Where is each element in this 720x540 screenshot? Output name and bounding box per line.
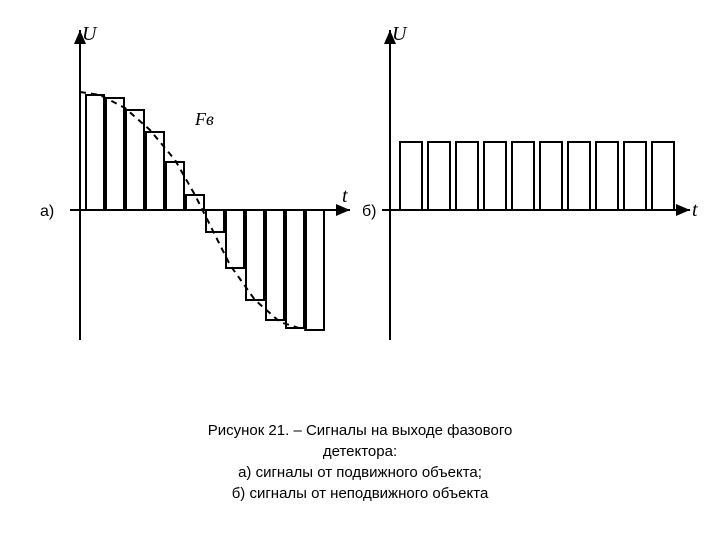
svg-text:Fв: Fв — [194, 109, 214, 129]
caption-line2: детектора: — [323, 443, 397, 460]
svg-text:U: U — [392, 23, 408, 45]
caption-line4: б) сигналы от неподвижного объекта — [232, 485, 489, 502]
svg-text:t: t — [692, 199, 698, 221]
svg-text:t: t — [342, 185, 348, 207]
phase-detector-diagram: Ut а) Fв Ut б) — [0, 0, 720, 400]
svg-text:б): б) — [362, 203, 377, 220]
svg-text:U: U — [82, 23, 98, 45]
figure-area: Ut а) Fв Ut б) — [0, 0, 720, 400]
figure-caption: Рисунок 21. – Сигналы на выходе фазового… — [0, 420, 720, 504]
svg-text:а): а) — [40, 203, 54, 220]
caption-line1: Рисунок 21. – Сигналы на выходе фазового — [208, 422, 513, 439]
caption-line3: а) сигналы от подвижного объекта; — [238, 464, 482, 481]
